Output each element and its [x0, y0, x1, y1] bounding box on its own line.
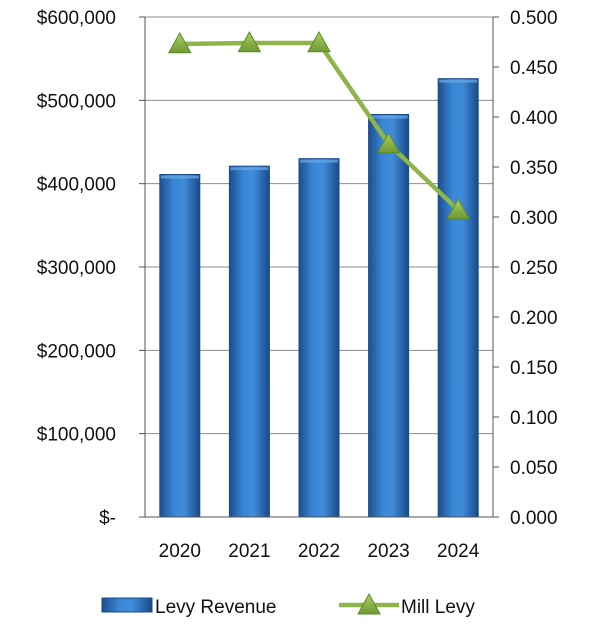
mill-levy-marker [376, 131, 401, 154]
legend-marker-swatch [357, 592, 381, 615]
bar [437, 78, 479, 518]
bar-highlight [230, 167, 269, 171]
right-tick-label: 0.100 [510, 408, 558, 429]
left-tick-label: $200,000 [37, 341, 116, 362]
left-tick-label: $100,000 [37, 425, 116, 446]
right-tick-label: 0.150 [510, 358, 558, 379]
x-tick-label: 2022 [298, 541, 340, 562]
bar [368, 114, 410, 518]
bar [298, 158, 340, 518]
bar-highlight [300, 159, 338, 163]
right-tick-label: 0.050 [510, 458, 558, 479]
tick-labels: $- $100,000 $200,000 $300,000 $400,000 $500,0… [37, 8, 558, 562]
bar [228, 165, 270, 518]
axes [139, 16, 499, 518]
right-tick-label: 0.000 [510, 508, 558, 529]
x-tick-label: 2024 [437, 541, 480, 562]
legend-bar-swatch [101, 597, 153, 613]
legend: Levy Revenue Mill Levy [101, 592, 475, 618]
right-tick-label: 0.200 [510, 308, 558, 329]
right-tick-label: 0.250 [510, 258, 558, 279]
left-tick-label: $600,000 [37, 8, 116, 29]
left-tick-label: $300,000 [37, 258, 116, 279]
mill-levy-marker [237, 30, 262, 53]
legend-label: Mill Levy [401, 597, 475, 618]
legend-label: Levy Revenue [155, 597, 276, 618]
right-tick-label: 0.500 [510, 8, 558, 29]
left-tick-label: $400,000 [37, 175, 116, 196]
right-tick-label: 0.400 [510, 108, 558, 129]
left-tick-label: $- [99, 508, 116, 529]
bar-highlight [439, 79, 478, 83]
x-tick-label: 2021 [228, 541, 270, 562]
right-tick-label: 0.300 [510, 208, 558, 229]
right-tick-label: 0.450 [510, 58, 558, 79]
bar-series [159, 78, 479, 518]
bar [159, 174, 201, 518]
x-tick-label: 2020 [159, 541, 201, 562]
x-tick-label: 2023 [367, 541, 409, 562]
right-tick-label: 0.350 [510, 158, 558, 179]
bar-highlight [369, 115, 408, 119]
mill-levy-marker [446, 197, 471, 220]
line-series [167, 30, 471, 220]
left-tick-label: $500,000 [37, 91, 116, 112]
mill-levy-marker [307, 30, 331, 53]
mill-levy-marker [167, 31, 192, 54]
bar-highlight [160, 175, 199, 179]
